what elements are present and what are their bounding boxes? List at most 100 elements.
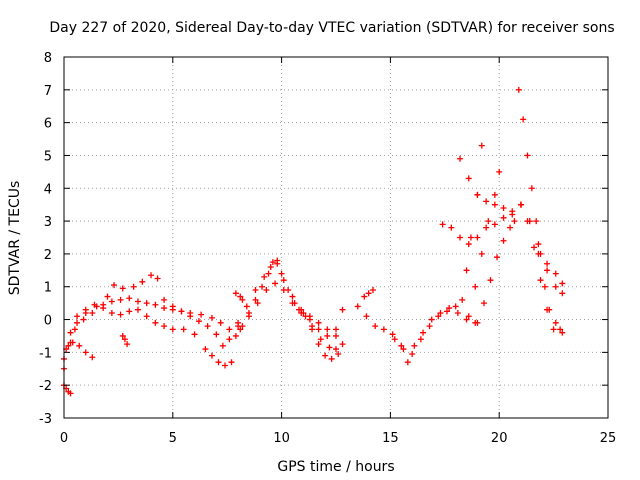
data-point bbox=[474, 234, 481, 241]
data-points bbox=[61, 86, 566, 397]
data-point bbox=[322, 352, 329, 359]
data-point bbox=[463, 267, 470, 274]
series-track-5 bbox=[61, 382, 74, 397]
data-point bbox=[252, 296, 259, 303]
data-point bbox=[178, 308, 185, 315]
plot-frame bbox=[63, 56, 609, 419]
x-tick-label: 20 bbox=[491, 431, 508, 446]
data-point bbox=[443, 308, 450, 315]
data-point bbox=[496, 168, 503, 175]
data-point bbox=[365, 290, 372, 297]
data-point bbox=[315, 341, 322, 348]
data-point bbox=[108, 298, 115, 305]
data-point bbox=[208, 352, 215, 359]
series-track-6 bbox=[119, 332, 131, 348]
data-point bbox=[280, 287, 287, 294]
data-point bbox=[119, 285, 126, 292]
data-point bbox=[500, 214, 507, 221]
data-point bbox=[472, 283, 479, 290]
x-tick-label: 15 bbox=[382, 431, 399, 446]
data-point bbox=[289, 300, 296, 307]
data-point bbox=[237, 326, 244, 333]
data-point bbox=[143, 300, 150, 307]
data-point bbox=[452, 303, 459, 310]
data-point bbox=[411, 342, 418, 349]
data-point bbox=[111, 282, 118, 289]
y-axis-label: SDTVAR / TECUs bbox=[7, 181, 23, 296]
data-point bbox=[420, 329, 427, 336]
data-point bbox=[152, 301, 159, 308]
data-point bbox=[65, 342, 72, 349]
data-point bbox=[267, 264, 274, 271]
data-point bbox=[487, 277, 494, 284]
data-point bbox=[559, 280, 566, 287]
data-point bbox=[198, 311, 205, 318]
data-point bbox=[239, 323, 246, 330]
series-track-14 bbox=[391, 303, 459, 358]
data-point bbox=[315, 319, 322, 326]
data-point bbox=[67, 329, 74, 336]
data-point bbox=[126, 308, 133, 315]
series-track-19 bbox=[474, 218, 518, 326]
data-point bbox=[467, 234, 474, 241]
data-point bbox=[528, 185, 535, 192]
data-point bbox=[465, 175, 472, 182]
data-point bbox=[296, 306, 303, 313]
series-track-11 bbox=[296, 306, 342, 362]
data-point bbox=[180, 326, 187, 333]
data-point bbox=[515, 86, 522, 93]
series-track-9 bbox=[235, 260, 346, 339]
data-point bbox=[361, 293, 368, 300]
data-point bbox=[259, 283, 266, 290]
data-point bbox=[213, 331, 220, 338]
data-point bbox=[428, 316, 435, 323]
data-point bbox=[457, 155, 464, 162]
data-point bbox=[222, 362, 229, 369]
data-point bbox=[191, 331, 198, 338]
data-point bbox=[104, 293, 111, 300]
data-point bbox=[117, 296, 124, 303]
data-point bbox=[71, 326, 78, 333]
x-axis-label: GPS time / hours bbox=[277, 459, 394, 475]
data-point bbox=[552, 319, 559, 326]
data-point bbox=[161, 323, 168, 330]
series-track-21 bbox=[517, 201, 564, 333]
data-point bbox=[237, 293, 244, 300]
series-track-2 bbox=[61, 295, 239, 362]
x-tick-label: 25 bbox=[600, 431, 617, 446]
data-point bbox=[363, 313, 370, 320]
data-point bbox=[391, 336, 398, 343]
data-point bbox=[243, 303, 250, 310]
data-point bbox=[245, 313, 252, 320]
data-point bbox=[478, 142, 485, 149]
data-point bbox=[187, 309, 194, 316]
y-tick-label: 1 bbox=[44, 281, 52, 296]
data-point bbox=[485, 218, 492, 225]
data-point bbox=[278, 270, 285, 277]
data-point bbox=[500, 204, 507, 211]
series-track-17 bbox=[459, 142, 485, 303]
data-point bbox=[389, 331, 396, 338]
data-point bbox=[195, 318, 202, 325]
data-point bbox=[317, 336, 324, 343]
grid-lines bbox=[64, 57, 608, 418]
data-point bbox=[161, 296, 168, 303]
data-point bbox=[544, 267, 551, 274]
data-point bbox=[226, 336, 233, 343]
data-point bbox=[372, 323, 379, 330]
data-point bbox=[202, 346, 209, 353]
data-point bbox=[232, 332, 239, 339]
data-point bbox=[204, 323, 211, 330]
data-point bbox=[537, 277, 544, 284]
axis-ticks: 0 5 10 15 20 25 -3 -2 -1 0 1 2 3 4 5 6 7 8 bbox=[39, 51, 616, 446]
data-point bbox=[404, 359, 411, 366]
series-track-3 bbox=[63, 301, 235, 369]
data-point bbox=[298, 309, 305, 316]
data-point bbox=[252, 287, 259, 294]
y-tick-label: 5 bbox=[44, 149, 52, 164]
data-point bbox=[139, 278, 146, 285]
series-track-18 bbox=[465, 168, 503, 320]
data-point bbox=[465, 241, 472, 248]
data-point bbox=[76, 342, 83, 349]
data-point bbox=[491, 201, 498, 208]
